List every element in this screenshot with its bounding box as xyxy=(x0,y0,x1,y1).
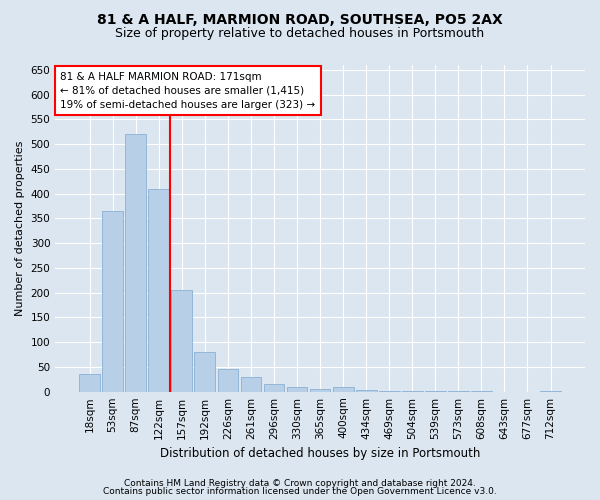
Bar xyxy=(79,374,100,392)
Bar xyxy=(148,188,169,392)
Bar xyxy=(194,352,215,392)
X-axis label: Distribution of detached houses by size in Portsmouth: Distribution of detached houses by size … xyxy=(160,447,480,460)
Bar xyxy=(333,386,353,392)
Text: Size of property relative to detached houses in Portsmouth: Size of property relative to detached ho… xyxy=(115,28,485,40)
Bar xyxy=(379,390,400,392)
Bar xyxy=(287,386,307,392)
Text: 81 & A HALF MARMION ROAD: 171sqm
← 81% of detached houses are smaller (1,415)
19: 81 & A HALF MARMION ROAD: 171sqm ← 81% o… xyxy=(61,72,316,110)
Y-axis label: Number of detached properties: Number of detached properties xyxy=(15,140,25,316)
Bar xyxy=(218,370,238,392)
Text: 81 & A HALF, MARMION ROAD, SOUTHSEA, PO5 2AX: 81 & A HALF, MARMION ROAD, SOUTHSEA, PO5… xyxy=(97,12,503,26)
Text: Contains public sector information licensed under the Open Government Licence v3: Contains public sector information licen… xyxy=(103,487,497,496)
Bar xyxy=(102,211,123,392)
Bar xyxy=(263,384,284,392)
Bar xyxy=(241,377,262,392)
Bar xyxy=(172,290,192,392)
Bar xyxy=(310,389,331,392)
Text: Contains HM Land Registry data © Crown copyright and database right 2024.: Contains HM Land Registry data © Crown c… xyxy=(124,478,476,488)
Bar xyxy=(356,390,377,392)
Bar xyxy=(125,134,146,392)
